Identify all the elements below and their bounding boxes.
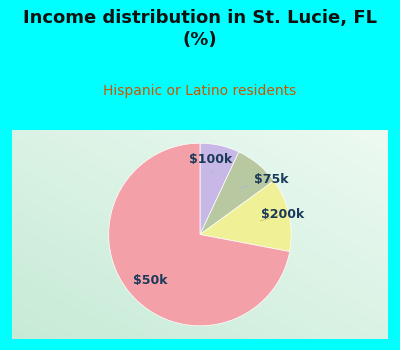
Text: $200k: $200k: [260, 208, 304, 221]
Wedge shape: [200, 152, 274, 234]
Wedge shape: [200, 181, 291, 252]
Text: $50k: $50k: [132, 274, 167, 287]
Text: Income distribution in St. Lucie, FL
(%): Income distribution in St. Lucie, FL (%): [23, 9, 377, 49]
Text: $100k: $100k: [189, 153, 232, 174]
Wedge shape: [109, 143, 290, 326]
Text: Hispanic or Latino residents: Hispanic or Latino residents: [103, 84, 297, 98]
Text: $75k: $75k: [240, 173, 288, 188]
Wedge shape: [200, 143, 239, 234]
